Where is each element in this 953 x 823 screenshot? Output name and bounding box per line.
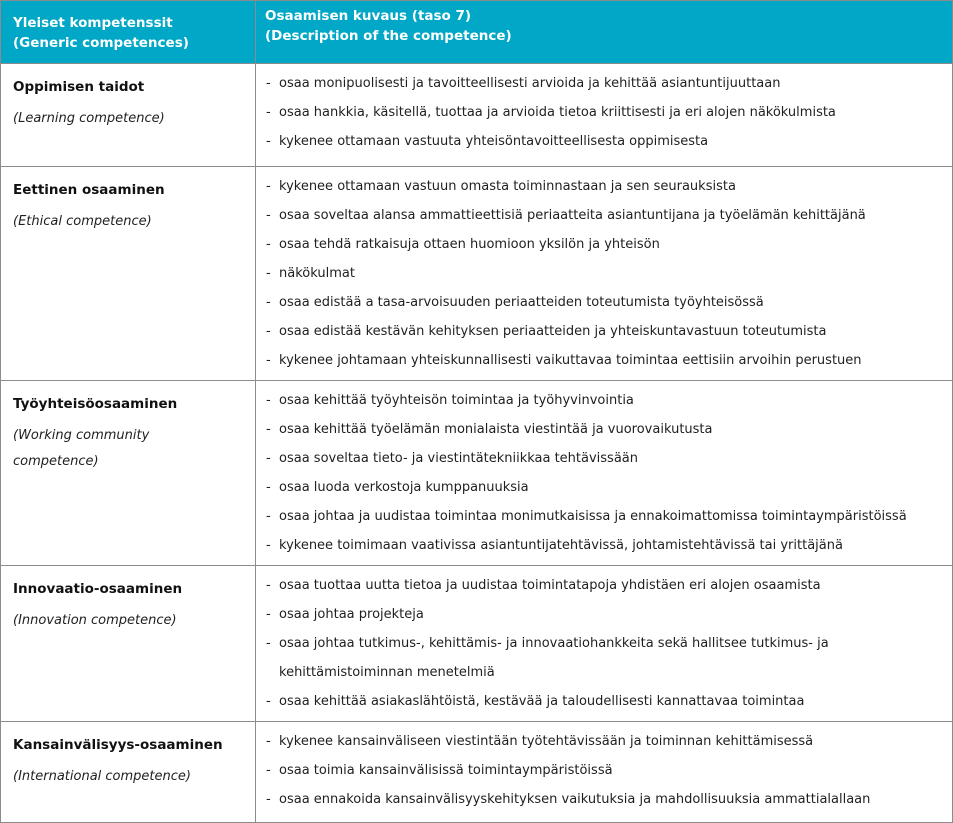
competence-name-cell: Kansainvälisyys-osaaminen (International… xyxy=(1,722,256,822)
bullet-item: osaa kehittää työyhteisön toimintaa ja t… xyxy=(265,386,946,415)
table-row: Työyhteisöosaaminen (Working community c… xyxy=(1,381,952,566)
competence-title: Eettinen osaaminen xyxy=(13,182,165,198)
header-col2-line1: Osaamisen kuvaus (taso 7) xyxy=(265,8,472,24)
header-col1-line1: Yleiset kompetenssit xyxy=(13,15,173,31)
table-body: Oppimisen taidot (Learning competence) o… xyxy=(1,64,952,822)
bullet-item: osaa johtaa tutkimus-, kehittämis- ja in… xyxy=(265,629,946,687)
competence-name-cell: Oppimisen taidot (Learning competence) xyxy=(1,64,256,166)
competence-description-cell: osaa kehittää työyhteisön toimintaa ja t… xyxy=(256,381,952,565)
table-row: Eettinen osaaminen (Ethical competence) … xyxy=(1,167,952,381)
competence-title: Oppimisen taidot xyxy=(13,79,145,95)
competence-subtitle: (Learning competence) xyxy=(13,111,165,126)
bullet-item: osaa tuottaa uutta tietoa ja uudistaa to… xyxy=(265,571,946,600)
table-row: Innovaatio-osaaminen (Innovation compete… xyxy=(1,566,952,722)
competence-subtitle: (Ethical competence) xyxy=(13,214,152,229)
bullet-item: osaa johtaa ja uudistaa toimintaa monimu… xyxy=(265,502,946,531)
bullet-item: osaa edistää kestävän kehityksen periaat… xyxy=(265,317,946,346)
competence-name-cell: Työyhteisöosaaminen (Working community c… xyxy=(1,381,256,565)
bullet-item: kykenee johtamaan yhteiskunnallisesti va… xyxy=(265,346,946,375)
table-row: Kansainvälisyys-osaaminen (International… xyxy=(1,722,952,822)
competence-subtitle: (Innovation competence) xyxy=(13,613,177,628)
competence-title: Innovaatio-osaaminen xyxy=(13,581,183,597)
bullet-item: näkökulmat xyxy=(265,259,946,288)
bullet-item: osaa monipuolisesti ja tavoitteellisesti… xyxy=(265,69,946,98)
competence-subtitle: (International competence) xyxy=(13,769,191,784)
competence-subtitle: (Working community competence) xyxy=(13,428,150,469)
competence-description-cell: kykenee ottamaan vastuun omasta toiminna… xyxy=(256,167,952,380)
bullet-item: kykenee toimimaan vaativissa asiantuntij… xyxy=(265,531,946,560)
table-header-row: Yleiset kompetenssit (Generic competence… xyxy=(1,1,952,64)
header-competence-description: Osaamisen kuvaus (taso 7) (Description o… xyxy=(256,1,952,63)
bullet-item: osaa ennakoida kansainvälisyyskehityksen… xyxy=(265,785,946,814)
bullet-item: osaa johtaa projekteja xyxy=(265,600,946,629)
table-row: Oppimisen taidot (Learning competence) o… xyxy=(1,64,952,167)
bullet-item: osaa soveltaa alansa ammattieettisiä per… xyxy=(265,201,946,230)
bullet-item: osaa soveltaa tieto- ja viestintätekniik… xyxy=(265,444,946,473)
bullet-item: osaa tehdä ratkaisuja ottaen huomioon yk… xyxy=(265,230,946,259)
competence-description-cell: osaa monipuolisesti ja tavoitteellisesti… xyxy=(256,64,952,166)
bullet-item: osaa edistää a tasa-arvoisuuden periaatt… xyxy=(265,288,946,317)
bullet-item: osaa luoda verkostoja kumppanuuksia xyxy=(265,473,946,502)
bullet-item: kykenee ottamaan vastuuta yhteisöntavoit… xyxy=(265,127,946,156)
header-col1-line2: (Generic competences) xyxy=(13,35,189,51)
bullet-item: osaa toimia kansainvälisissä toimintaymp… xyxy=(265,756,946,785)
bullet-item: kykenee ottamaan vastuun omasta toiminna… xyxy=(265,172,946,201)
competence-description-cell: kykenee kansainväliseen viestintään työt… xyxy=(256,722,952,822)
competence-title: Kansainvälisyys-osaaminen xyxy=(13,737,223,753)
header-col2-line2: (Description of the competence) xyxy=(265,28,512,44)
bullet-item: osaa hankkia, käsitellä, tuottaa ja arvi… xyxy=(265,98,946,127)
competence-name-cell: Innovaatio-osaaminen (Innovation compete… xyxy=(1,566,256,721)
bullet-item: kykenee kansainväliseen viestintään työt… xyxy=(265,727,946,756)
competence-description-cell: osaa tuottaa uutta tietoa ja uudistaa to… xyxy=(256,566,952,721)
bullet-item: osaa kehittää työelämän monialaista vies… xyxy=(265,415,946,444)
bullet-item: osaa kehittää asiakaslähtöistä, kestävää… xyxy=(265,687,946,716)
header-generic-competences: Yleiset kompetenssit (Generic competence… xyxy=(1,1,256,63)
competence-name-cell: Eettinen osaaminen (Ethical competence) xyxy=(1,167,256,380)
competence-title: Työyhteisöosaaminen xyxy=(13,396,178,412)
